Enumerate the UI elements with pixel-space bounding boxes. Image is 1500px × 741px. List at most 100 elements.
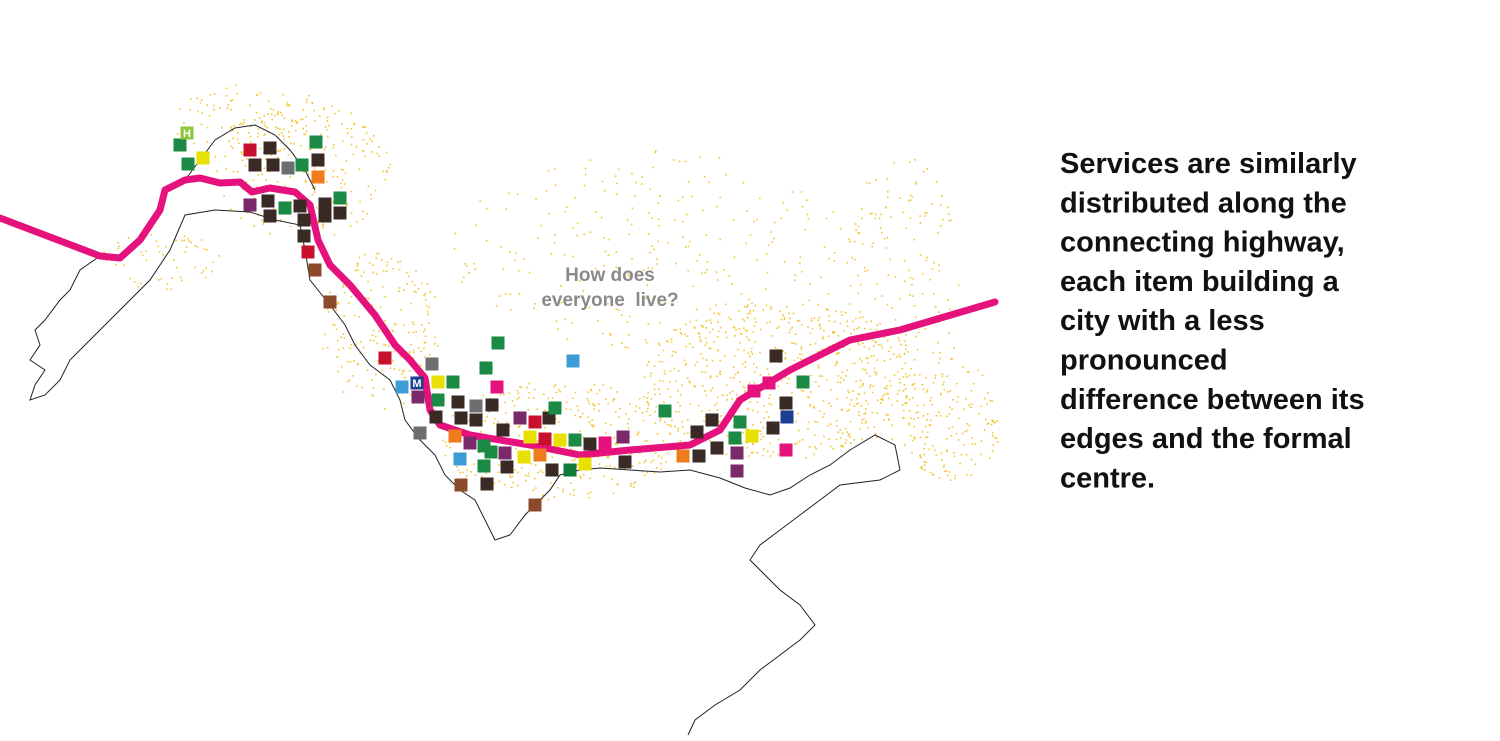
settlement-dot	[386, 170, 388, 172]
settlement-dot	[403, 324, 405, 326]
settlement-dot	[364, 126, 366, 128]
settlement-dot	[648, 361, 650, 363]
settlement-dot	[837, 381, 839, 383]
settlement-dot	[371, 140, 373, 143]
settlement-dot	[398, 268, 401, 271]
settlement-dot	[814, 342, 817, 345]
settlement-dot	[312, 187, 314, 189]
settlement-dot	[984, 418, 987, 421]
settlement-dot	[651, 245, 654, 247]
settlement-dot	[384, 320, 386, 322]
settlement-dot	[753, 382, 756, 384]
settlement-dot	[685, 363, 687, 365]
settlement-dot	[350, 128, 353, 130]
settlement-dot	[253, 197, 256, 199]
settlement-dot	[760, 421, 762, 424]
settlement-dot	[977, 369, 979, 372]
settlement-dot	[679, 394, 682, 396]
settlement-dot	[398, 369, 401, 372]
settlement-dot	[626, 219, 629, 221]
settlement-dot	[936, 231, 939, 234]
settlement-dot	[337, 349, 340, 351]
settlement-dot	[938, 411, 940, 413]
settlement-dot	[874, 213, 877, 216]
settlement-dot	[819, 327, 822, 330]
description-line: difference between its	[1060, 384, 1365, 416]
settlement-dot	[832, 330, 834, 333]
settlement-dot	[917, 417, 919, 419]
settlement-dot	[481, 475, 483, 478]
settlement-dot	[249, 135, 252, 138]
settlement-dot	[881, 346, 884, 349]
settlement-dot	[381, 369, 383, 372]
settlement-dot	[719, 238, 721, 241]
settlement-dot	[331, 105, 334, 107]
settlement-dot	[835, 438, 838, 441]
settlement-dot	[728, 275, 730, 277]
settlement-dot	[369, 262, 371, 264]
settlement-dot	[846, 320, 848, 323]
settlement-dot	[383, 388, 385, 390]
settlement-dot	[935, 415, 938, 417]
settlement-dot	[991, 400, 994, 402]
settlement-dot	[366, 212, 368, 215]
settlement-dot	[359, 200, 361, 203]
service-icon	[779, 396, 793, 410]
settlement-dot	[684, 333, 686, 336]
settlement-dot	[821, 348, 824, 351]
settlement-dot	[532, 489, 535, 491]
settlement-dot	[863, 345, 865, 348]
settlement-dot	[322, 226, 324, 229]
settlement-dot	[709, 331, 711, 334]
settlement-dot	[319, 133, 322, 136]
settlement-dot	[354, 269, 357, 272]
settlement-dot	[350, 190, 353, 193]
settlement-dot	[854, 258, 856, 261]
settlement-dot	[412, 349, 415, 352]
settlement-dot	[453, 248, 456, 250]
settlement-dot	[544, 409, 546, 411]
settlement-dot	[758, 430, 761, 432]
settlement-dot	[649, 414, 651, 417]
settlement-dot	[823, 435, 825, 438]
settlement-dot	[769, 394, 771, 396]
settlement-dot	[420, 350, 422, 353]
settlement-dot	[250, 141, 252, 144]
settlement-dot	[333, 233, 336, 236]
settlement-dot	[842, 379, 845, 381]
settlement-dot	[699, 156, 701, 159]
settlement-dot	[259, 147, 262, 150]
description-line: city with a less	[1060, 305, 1265, 337]
settlement-dot	[263, 122, 266, 124]
settlement-dot	[903, 417, 905, 419]
settlement-dot	[833, 252, 836, 254]
settlement-dot	[859, 317, 861, 319]
settlement-dot	[972, 383, 975, 385]
settlement-dot	[547, 170, 550, 172]
settlement-dot	[716, 402, 718, 405]
service-icon	[173, 138, 187, 152]
settlement-dot	[915, 412, 918, 414]
service-icon	[730, 464, 744, 478]
settlement-dot	[719, 420, 721, 423]
settlement-dot	[699, 353, 702, 355]
settlement-dot	[875, 328, 878, 331]
settlement-dot	[738, 328, 741, 330]
settlement-dot	[535, 198, 537, 200]
service-icon	[297, 229, 311, 243]
settlement-dot	[902, 409, 905, 412]
settlement-dot	[516, 193, 519, 195]
settlement-dot	[915, 335, 918, 338]
settlement-dot	[327, 124, 330, 127]
settlement-dot	[701, 371, 704, 373]
settlement-dot	[735, 393, 738, 396]
service-icon	[263, 209, 277, 223]
settlement-dot	[572, 397, 574, 400]
settlement-dot	[684, 160, 687, 163]
settlement-dot	[867, 426, 869, 429]
settlement-dot	[958, 417, 960, 420]
settlement-dot	[608, 238, 611, 241]
settlement-dot	[705, 327, 707, 329]
settlement-dot	[839, 437, 842, 439]
settlement-dot	[752, 363, 755, 365]
